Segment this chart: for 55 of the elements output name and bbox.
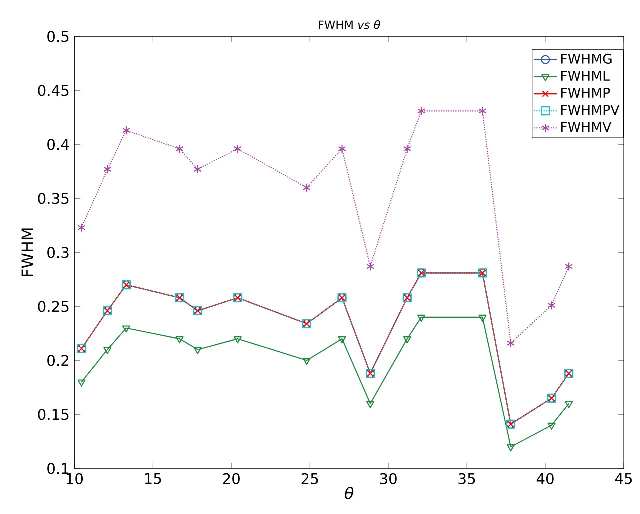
y-tick-label: 0.35 — [38, 193, 69, 204]
point — [78, 380, 86, 387]
point — [478, 106, 487, 116]
x-tick-label: 35 — [458, 473, 476, 484]
x-tick-label: 10 — [66, 473, 84, 484]
point — [506, 444, 515, 452]
point — [122, 326, 130, 333]
point — [548, 301, 556, 310]
point — [302, 183, 311, 192]
point — [565, 262, 574, 272]
y-tick-label: 0.1 — [48, 463, 69, 474]
x-tick-label: 45 — [615, 473, 632, 484]
point — [176, 144, 184, 154]
x-axis-title: θ — [345, 486, 354, 500]
x-tick-label: 40 — [536, 473, 554, 484]
point — [338, 336, 346, 344]
point — [338, 144, 346, 154]
x-tick-label: 30 — [380, 473, 397, 484]
legend-label: FWHML — [562, 71, 610, 81]
legend-label: FWHMP — [562, 88, 610, 98]
point — [548, 422, 556, 430]
point — [78, 223, 86, 232]
point — [565, 401, 574, 408]
y-tick-label: 0.3 — [48, 247, 69, 258]
point — [122, 126, 130, 136]
y-tick-label: 0.25 — [38, 301, 69, 312]
point — [302, 358, 311, 366]
point — [478, 314, 487, 322]
y-tick-label: 0.45 — [38, 85, 69, 96]
y-axis-title: FWHM — [22, 228, 34, 277]
chart-title: FWHM vs θ — [319, 20, 380, 30]
point — [506, 338, 515, 348]
y-tick-label: 0.15 — [38, 409, 69, 420]
point — [234, 144, 242, 154]
legend-label: FWHMG — [562, 54, 612, 64]
point — [194, 164, 202, 174]
x-tick-label: 25 — [302, 473, 318, 484]
point — [104, 347, 112, 354]
point — [176, 336, 184, 344]
point — [104, 164, 112, 174]
point — [366, 401, 375, 408]
y-tick-label: 0.5 — [48, 31, 69, 42]
point — [403, 336, 412, 344]
point — [234, 336, 242, 344]
point — [418, 106, 426, 116]
point — [194, 347, 202, 354]
point — [418, 314, 426, 322]
y-tick-label: 0.2 — [48, 355, 68, 366]
x-tick-label: 15 — [145, 473, 162, 484]
legend-label: FWHMPV — [562, 105, 620, 115]
point — [403, 144, 412, 154]
point — [366, 262, 375, 272]
y-tick-label: 0.4 — [48, 139, 70, 150]
legend-label: FWHMV — [562, 122, 612, 132]
x-tick-label: 20 — [223, 473, 240, 484]
